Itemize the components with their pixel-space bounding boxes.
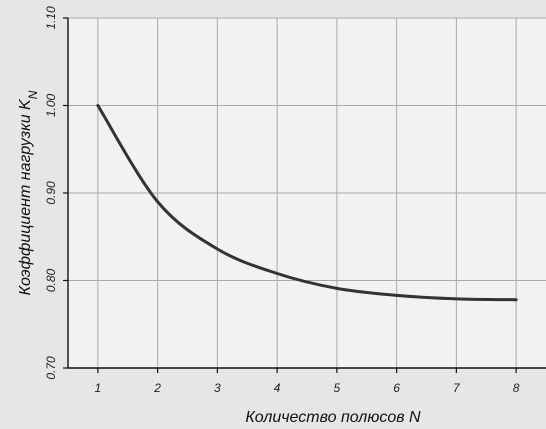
- x-tick-label: 8: [513, 381, 520, 395]
- series-line: [96, 104, 518, 302]
- x-axis-title: Количество полюсов N: [245, 409, 421, 426]
- x-tick-label: 2: [153, 381, 161, 395]
- series: [96, 104, 518, 302]
- y-axis-title: Коэффициент нагрузки KN: [17, 90, 40, 295]
- x-tick-label: 6: [393, 381, 400, 395]
- y-axis-title-subscript: N: [26, 90, 40, 99]
- x-tick-label: 4: [274, 381, 281, 395]
- x-tick-label: 5: [334, 381, 341, 395]
- grid: [68, 17, 546, 369]
- y-axis-title-main: Коэффициент нагрузки K: [17, 98, 34, 295]
- x-tick-label: 7: [453, 381, 461, 395]
- y-tick-label: 1.10: [44, 6, 58, 30]
- y-tick-label: 0.90: [44, 181, 58, 205]
- y-tick-label: 0.70: [44, 356, 58, 380]
- x-tick-label: 1: [95, 381, 102, 395]
- x-tick-label: 3: [214, 381, 221, 395]
- y-tick-label: 0.80: [44, 268, 58, 292]
- y-tick-label: 1.00: [44, 93, 58, 117]
- ticks: 1 2 3 4 5 6 7 8 0.70 0.80 0.90 1.00 1.10: [44, 6, 520, 395]
